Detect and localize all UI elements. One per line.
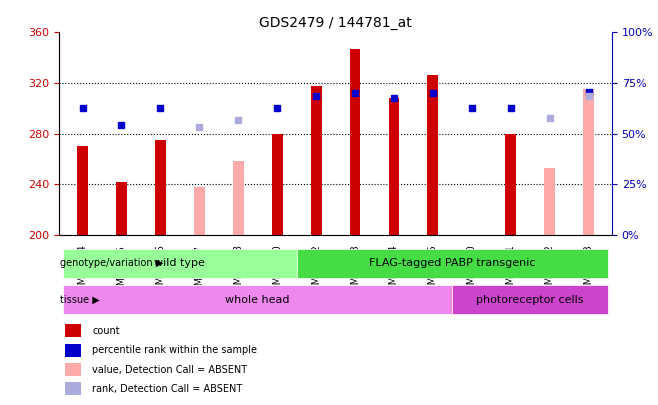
Title: GDS2479 / 144781_at: GDS2479 / 144781_at xyxy=(259,16,412,30)
Bar xyxy=(233,162,243,235)
FancyBboxPatch shape xyxy=(63,249,297,278)
Bar xyxy=(272,134,283,235)
Bar xyxy=(194,187,205,235)
Bar xyxy=(116,182,127,235)
FancyBboxPatch shape xyxy=(452,285,608,314)
Text: count: count xyxy=(92,326,120,336)
FancyBboxPatch shape xyxy=(297,249,608,278)
Bar xyxy=(349,49,361,235)
Text: photoreceptor cells: photoreceptor cells xyxy=(476,295,584,305)
Bar xyxy=(77,146,88,235)
Text: value, Detection Call = ABSENT: value, Detection Call = ABSENT xyxy=(92,365,247,375)
Text: tissue ▶: tissue ▶ xyxy=(60,295,100,305)
Bar xyxy=(64,344,82,357)
Bar xyxy=(544,168,555,235)
Bar xyxy=(505,134,516,235)
Bar xyxy=(311,85,322,235)
Text: wild type: wild type xyxy=(155,258,205,268)
Bar xyxy=(155,140,166,235)
Text: whole head: whole head xyxy=(226,295,290,305)
Bar xyxy=(64,363,82,377)
Bar xyxy=(428,75,438,235)
Text: genotype/variation ▶: genotype/variation ▶ xyxy=(60,258,163,268)
Bar xyxy=(583,90,594,235)
Text: FLAG-tagged PABP transgenic: FLAG-tagged PABP transgenic xyxy=(369,258,536,268)
Text: rank, Detection Call = ABSENT: rank, Detection Call = ABSENT xyxy=(92,384,243,394)
Bar xyxy=(64,324,82,337)
Text: percentile rank within the sample: percentile rank within the sample xyxy=(92,345,257,355)
Bar xyxy=(64,382,82,395)
FancyBboxPatch shape xyxy=(63,285,452,314)
Bar xyxy=(388,98,399,235)
